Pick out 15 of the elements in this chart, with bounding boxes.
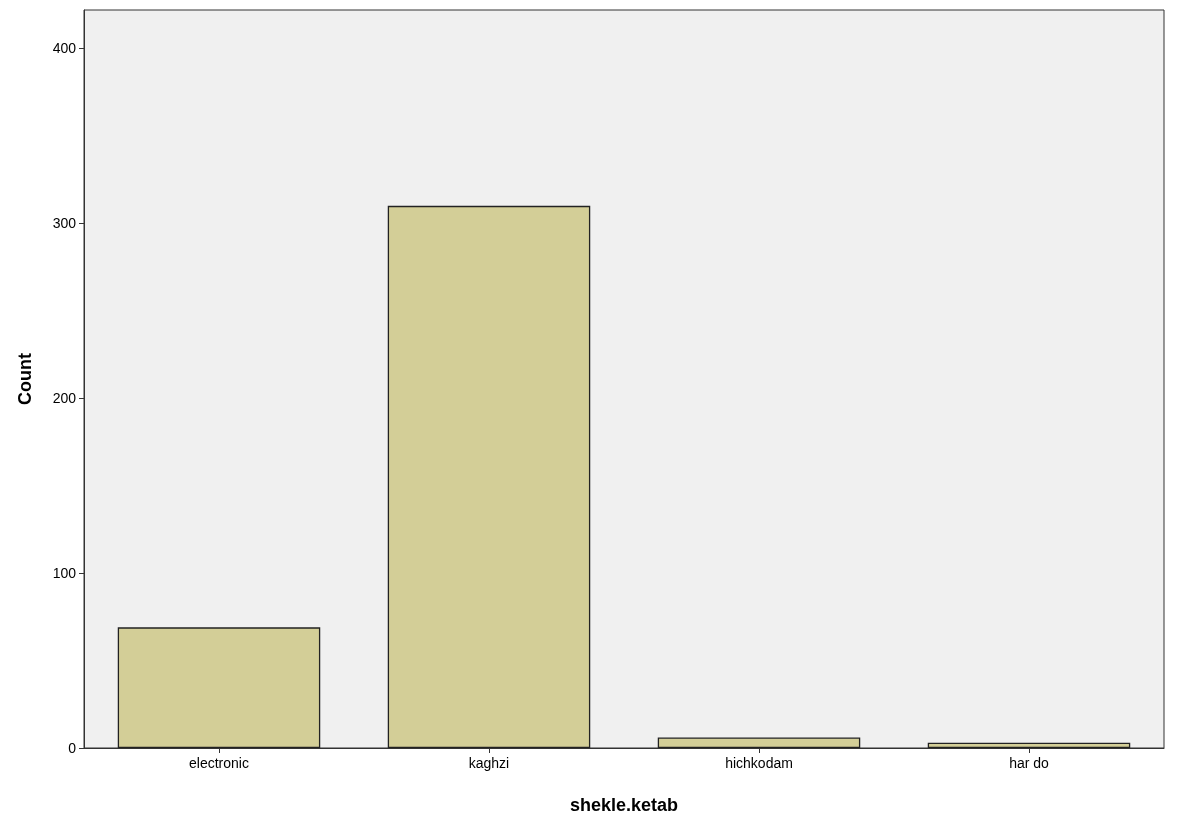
y-axis-title: Count <box>15 353 35 405</box>
x-tick-label: kaghzi <box>468 755 510 771</box>
bar <box>927 742 1131 748</box>
bar <box>117 627 321 748</box>
x-tick-label: electronic <box>189 755 249 771</box>
bar <box>387 205 591 748</box>
y-tick-label: 300 <box>52 215 77 232</box>
x-tick-label: har do <box>1009 755 1050 771</box>
y-tick-label: 0 <box>68 740 77 756</box>
x-axis-title: shekle.ketab <box>569 795 679 815</box>
y-tick-label: 100 <box>52 565 77 582</box>
x-tick-label: hichkodam <box>725 755 793 771</box>
y-tick-label: 200 <box>52 390 77 407</box>
bar <box>657 737 861 748</box>
y-tick-label: 400 <box>52 40 77 57</box>
